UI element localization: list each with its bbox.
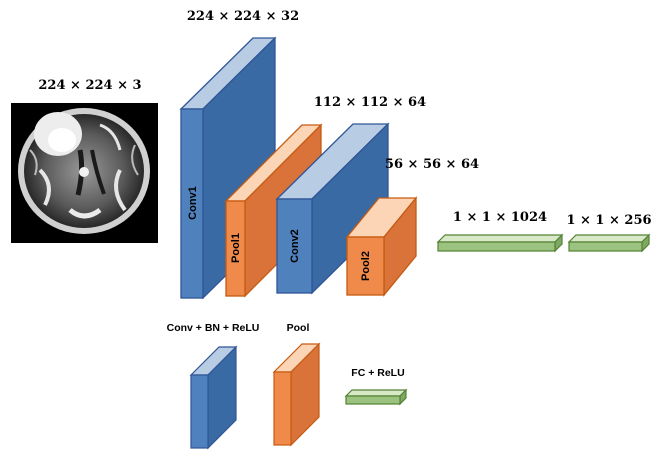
- legend-fc-label: FC + ReLU: [351, 367, 404, 379]
- pool2-dims-label: 56 × 56 × 64: [385, 157, 479, 172]
- conv2-block: Conv2: [275, 122, 390, 295]
- legend-fc-swatch: [344, 388, 408, 406]
- fc2-dims-label: 1 × 1 × 256: [566, 213, 651, 228]
- conv2-label: Conv2: [289, 229, 301, 263]
- legend-pool-label: Pool: [287, 322, 310, 334]
- pool1-dims-label: 112 × 112 × 64: [314, 95, 426, 110]
- legend-pool-swatch: [272, 342, 321, 447]
- legend-conv-label: Conv + BN + ReLU: [167, 322, 260, 334]
- pool1-label: Pool1: [230, 233, 242, 263]
- fc2-block: [567, 233, 651, 253]
- fc1-block: [436, 233, 564, 253]
- input-dims-label: 224 × 224 × 3: [38, 78, 141, 93]
- conv1-label: Conv1: [187, 186, 199, 220]
- pool2-label: Pool2: [360, 251, 372, 281]
- legend-conv-swatch: [189, 345, 238, 450]
- pool2-block: Pool2: [345, 196, 418, 297]
- fc1-dims-label: 1 × 1 × 1024: [453, 210, 547, 225]
- input-mri-image: [8, 103, 158, 243]
- conv1-dims-label: 224 × 224 × 32: [187, 9, 299, 24]
